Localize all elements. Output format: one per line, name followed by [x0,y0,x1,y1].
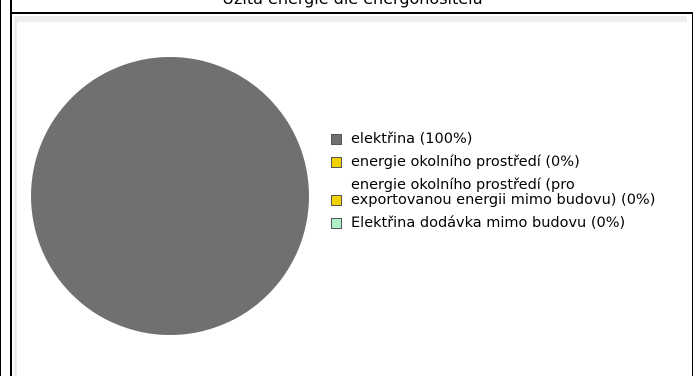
legend-item: Elektřina dodávka mimo budovu (0%) [330,216,680,231]
left-border [10,14,12,376]
legend-label: Elektřina dodávka mimo budovu (0%) [351,215,626,231]
chart-title: Užitá energie dle energonositelů [12,0,693,8]
legend-item: elektřina (100%) [330,132,680,147]
legend-label: elektřina (100%) [351,131,473,147]
legend-swatch [331,157,342,168]
pie-slice [31,57,309,335]
legend-swatch [331,195,342,206]
legend-swatch [331,218,342,229]
chart-header: Užitá energie dle energonositelů [10,0,693,14]
legend-swatch [331,134,342,145]
legend-item: energie okolního prostředí (pro exportov… [330,178,671,208]
legend: elektřina (100%) energie okolního prostř… [330,132,680,239]
legend-label: energie okolního prostředí (pro exportov… [351,177,656,208]
legend-label: energie okolního prostředí (0%) [351,154,580,170]
legend-item: energie okolního prostředí (0%) [330,155,680,170]
